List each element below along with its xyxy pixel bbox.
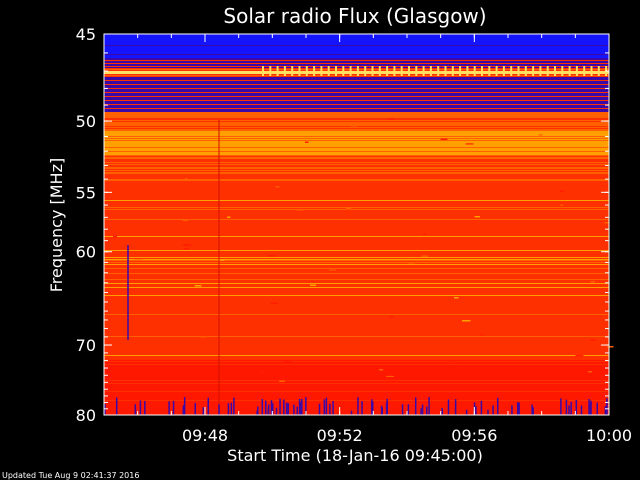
y-tick-label: 45 xyxy=(76,25,96,44)
y-tick-label: 55 xyxy=(76,183,96,202)
y-tick-label: 70 xyxy=(76,336,96,355)
heatmap-bands xyxy=(104,34,609,416)
plot-area xyxy=(103,33,614,416)
x-tick-label: 09:52 xyxy=(317,426,363,445)
y-tick-label: 80 xyxy=(76,406,96,425)
chart-title: Solar radio Flux (Glasgow) xyxy=(223,4,486,28)
interference-line xyxy=(104,71,609,74)
y-axis: 45 50 55 60 70 80 xyxy=(76,25,609,425)
bottom-noise xyxy=(104,397,608,415)
x-tick-label: 09:56 xyxy=(451,426,497,445)
heatmap-texture xyxy=(113,118,614,415)
y-tick-label: 50 xyxy=(76,112,96,131)
updated-timestamp: Updated Tue Aug 9 02:41:37 2016 xyxy=(2,471,139,480)
x-axis-label: Start Time (18-Jan-16 09:45:00) xyxy=(227,446,483,465)
y-tick-label: 60 xyxy=(76,243,96,262)
y-axis-label: Frequency [MHz] xyxy=(47,158,66,292)
x-tick-label: 10:00 xyxy=(586,426,632,445)
x-axis: 09:48 09:52 09:56 10:00 xyxy=(137,34,632,445)
plot-frame xyxy=(103,33,610,416)
x-tick-label: 09:48 xyxy=(182,426,228,445)
